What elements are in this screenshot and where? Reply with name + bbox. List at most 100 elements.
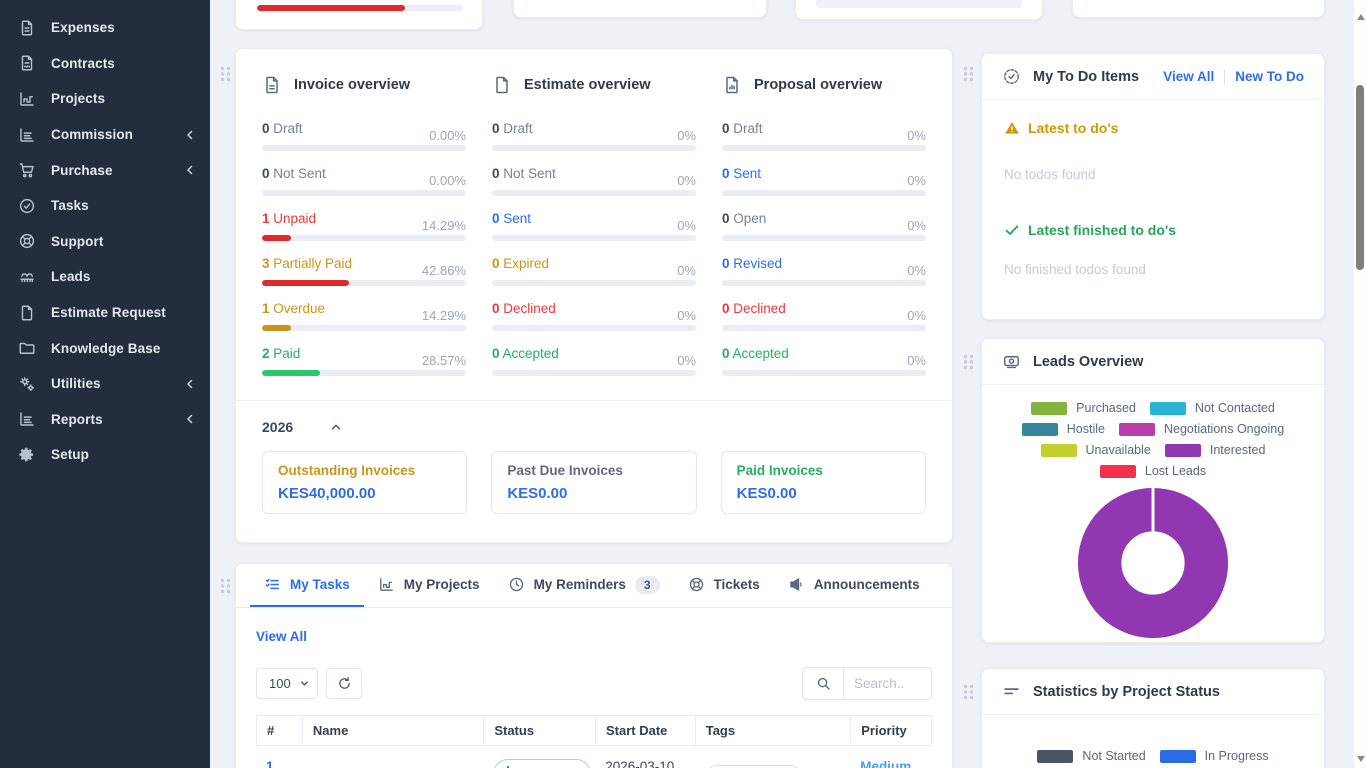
legend-swatch: [1159, 749, 1196, 763]
tab-latest[interactable]: Lates: [934, 564, 948, 607]
tab-announcements[interactable]: Announcements: [774, 564, 934, 607]
check-icon: [1004, 222, 1020, 238]
legend-swatch: [1031, 401, 1068, 415]
sidebar-item-estimate-request[interactable]: Estimate Request: [0, 295, 210, 331]
clock-icon: [508, 576, 525, 593]
drag-handle[interactable]: [963, 66, 974, 82]
col-header-start-date[interactable]: Start Date: [595, 715, 695, 746]
stat-row: 2 Paid 28.57%: [262, 346, 466, 376]
sidebar-item-label: Utilities: [51, 376, 101, 392]
cart-icon: [18, 161, 36, 179]
chevron-left-icon: [184, 413, 196, 425]
col-header-priority[interactable]: Priority: [850, 715, 933, 746]
legend-swatch: [1099, 464, 1136, 478]
sidebar-item-projects[interactable]: Projects: [0, 81, 210, 117]
drag-handle[interactable]: [220, 66, 231, 82]
todo-view-all-link[interactable]: View All: [1163, 69, 1215, 84]
legend-item[interactable]: Purchased: [1031, 401, 1136, 415]
top-progress-fill: [257, 5, 406, 11]
stat-row: 0 Not Sent 0.00%: [262, 166, 466, 196]
stat-row: 0 Accepted 0%: [722, 346, 926, 376]
legend-item[interactable]: Hostile: [1021, 422, 1105, 436]
outstanding-invoices-box: Outstanding Invoices KES40,000.00: [262, 451, 468, 514]
drag-handle[interactable]: [963, 684, 974, 700]
legend-swatch: [1021, 422, 1058, 436]
tasks-view-all-link[interactable]: View All: [256, 629, 308, 644]
legend-item[interactable]: Interested: [1164, 443, 1265, 457]
legend-item[interactable]: Negotiations Ongoing: [1118, 422, 1284, 436]
finance-summary: 2026 Outstanding Invoices KES40,000.00 P…: [236, 401, 952, 514]
refresh-button[interactable]: [326, 668, 362, 699]
reminders-count-badge: 3: [634, 575, 660, 594]
sidebar-item-contracts[interactable]: Contracts: [0, 46, 210, 82]
sidebar-item-support[interactable]: Support: [0, 224, 210, 260]
col-header-tags[interactable]: Tags: [694, 715, 851, 746]
tab-my-projects[interactable]: My Projects: [364, 564, 494, 607]
leads-donut-chart[interactable]: [1074, 484, 1232, 642]
tab-my-reminders[interactable]: My Reminders 3: [494, 564, 674, 607]
stat-row: 0 Not Sent 0%: [492, 166, 696, 196]
tab-tickets[interactable]: Tickets: [674, 564, 774, 607]
page-scrollbar[interactable]: [1353, 0, 1366, 768]
sidebar-item-expenses[interactable]: Expenses: [0, 10, 210, 46]
commission-chart-icon: [18, 126, 36, 144]
latest-todos-heading: Latest to do's: [1004, 120, 1302, 136]
stat-row: 0 Draft 0%: [492, 121, 696, 151]
sidebar-item-purchase[interactable]: Purchase: [0, 152, 210, 188]
sidebar-item-label: Tasks: [51, 198, 89, 214]
paid-invoices-box: Paid Invoices KES0.00: [720, 451, 926, 514]
collapse-chevron-up-icon[interactable]: [329, 420, 343, 434]
sidebar-item-tasks[interactable]: Tasks: [0, 188, 210, 224]
sidebar-item-leads[interactable]: Leads: [0, 259, 210, 295]
invoice-overview: Invoice overview 0 Draft 0.00% 0 Not Sent…: [262, 75, 466, 376]
page-size-select[interactable]: 100: [256, 668, 318, 699]
task-number-link[interactable]: 1: [266, 759, 274, 768]
leads-widget-card: Leads Overview Purchased Not Contacted H…: [981, 338, 1325, 643]
stat-row: 0 Revised 0%: [722, 256, 926, 286]
scroll-down-arrow[interactable]: [1357, 756, 1365, 762]
life-ring-icon: [18, 232, 36, 250]
legend-item[interactable]: In Progress: [1159, 749, 1269, 763]
legend-item[interactable]: Not Contacted: [1149, 401, 1275, 415]
scroll-up-arrow[interactable]: [1357, 14, 1365, 20]
todos-empty-text: No todos found: [1004, 167, 1096, 182]
life-ring-icon: [688, 576, 705, 593]
col-header-name[interactable]: Name: [301, 715, 484, 746]
reports-chart-icon: [18, 410, 36, 428]
drag-handle[interactable]: [220, 578, 231, 594]
sidebar: Expenses Contracts Projects Commission P…: [0, 0, 210, 768]
task-status-dropdown[interactable]: In Progress: [493, 759, 592, 768]
table-header-row: # Name Status Start Date Tags Priority: [256, 715, 933, 746]
leads-icon: [18, 268, 36, 286]
widget-title: Statistics by Project Status: [1033, 683, 1220, 700]
widget-title: Estimate overview: [524, 77, 651, 93]
sidebar-item-knowledge-base[interactable]: Knowledge Base: [0, 330, 210, 366]
divider: [1224, 68, 1226, 85]
list-check-icon: [264, 576, 281, 593]
stat-row: 0 Declined 0%: [722, 301, 926, 331]
main-content: Invoice overview 0 Draft 0.00% 0 Not Sent…: [210, 0, 1353, 768]
scrollbar-thumb[interactable]: [1356, 85, 1364, 270]
col-header-num[interactable]: #: [256, 715, 302, 746]
chevron-left-icon: [184, 378, 196, 390]
legend-item[interactable]: Not Started: [1037, 749, 1146, 763]
sidebar-item-label: Commission: [51, 127, 134, 143]
drag-handle[interactable]: [963, 354, 974, 370]
sidebar-item-utilities[interactable]: Utilities: [0, 366, 210, 402]
tab-my-tasks[interactable]: My Tasks: [250, 564, 364, 607]
search-input[interactable]: [844, 667, 932, 700]
sidebar-item-commission[interactable]: Commission: [0, 117, 210, 153]
legend-item[interactable]: Unavailable: [1040, 443, 1151, 457]
legend-swatch: [1040, 443, 1077, 457]
sidebar-item-setup[interactable]: Setup: [0, 437, 210, 473]
finance-box-label: Paid Invoices: [736, 463, 823, 478]
project-status-widget-card: Statistics by Project Status Not Started…: [981, 668, 1325, 768]
new-todo-link[interactable]: New To Do: [1235, 69, 1304, 84]
legend-item[interactable]: Lost Leads: [1099, 464, 1206, 478]
invoice-file-icon: [262, 75, 282, 95]
sidebar-item-reports[interactable]: Reports: [0, 402, 210, 438]
stat-row: 1 Overdue 14.29%: [262, 301, 466, 331]
search-button[interactable]: [802, 667, 844, 700]
col-header-status[interactable]: Status: [483, 715, 595, 746]
widget-tabbar: My Tasks My Projects My Reminders 3 Tick…: [236, 564, 952, 608]
